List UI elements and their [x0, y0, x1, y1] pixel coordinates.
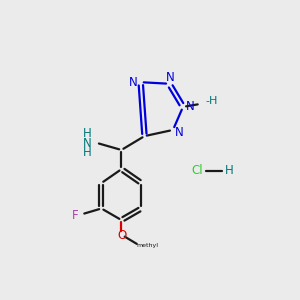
- Text: O: O: [118, 229, 127, 242]
- Text: N: N: [129, 76, 138, 89]
- Text: H: H: [82, 146, 91, 159]
- Text: N: N: [175, 126, 184, 139]
- Text: N: N: [166, 71, 174, 84]
- Text: methyl: methyl: [136, 243, 159, 248]
- Text: -H: -H: [205, 96, 218, 106]
- Text: H: H: [225, 164, 234, 177]
- Text: F: F: [72, 209, 79, 222]
- Text: Cl: Cl: [192, 164, 203, 177]
- Text: H: H: [82, 127, 91, 140]
- Text: N: N: [82, 136, 91, 149]
- Text: N: N: [186, 100, 194, 112]
